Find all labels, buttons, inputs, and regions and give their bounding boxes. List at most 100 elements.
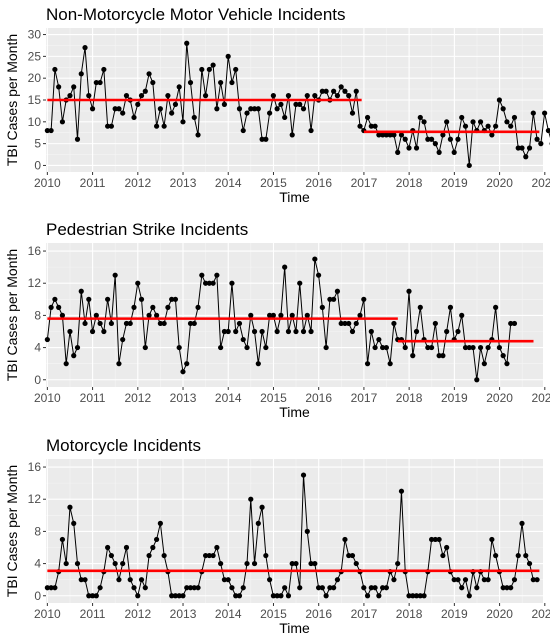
x-tick-label: 2019 xyxy=(441,176,468,190)
data-point xyxy=(74,560,81,567)
data-point xyxy=(349,110,356,116)
data-point xyxy=(63,361,69,367)
data-point xyxy=(218,344,224,351)
y-axis-title: TBI Cases per Month xyxy=(4,34,20,166)
data-point xyxy=(236,593,243,599)
data-point xyxy=(169,593,175,599)
data-point xyxy=(263,344,269,351)
data-point xyxy=(387,361,393,367)
data-point xyxy=(71,520,77,526)
chart-title: Non-Motorcycle Motor Vehicle Incidents xyxy=(46,5,346,24)
data-point xyxy=(481,361,487,367)
data-point xyxy=(331,585,337,591)
data-point xyxy=(59,312,66,318)
data-point xyxy=(195,132,201,138)
data-point xyxy=(477,119,484,125)
data-point xyxy=(508,123,514,129)
x-tick-label: 2021 xyxy=(531,607,550,621)
x-axis-title: Time xyxy=(279,189,310,205)
data-point xyxy=(206,66,212,73)
data-point xyxy=(56,304,62,310)
data-point xyxy=(440,552,446,559)
data-point xyxy=(48,304,54,310)
data-point xyxy=(180,119,186,125)
data-point xyxy=(221,101,228,107)
data-point xyxy=(455,577,461,583)
data-point xyxy=(398,132,405,138)
data-point xyxy=(101,66,107,73)
data-point xyxy=(383,344,389,351)
data-point xyxy=(240,336,246,343)
data-point xyxy=(515,145,521,151)
data-point xyxy=(199,66,205,73)
data-point xyxy=(357,123,363,129)
data-point xyxy=(500,353,506,359)
data-point xyxy=(210,280,216,286)
data-point xyxy=(172,296,179,302)
y-tick-label: 8 xyxy=(34,524,41,538)
x-tick-label: 2014 xyxy=(215,176,242,190)
data-point xyxy=(485,344,491,351)
data-point xyxy=(466,593,472,599)
data-point xyxy=(116,577,122,583)
chart-panel-2: 0 4 8 12 16 2010 2011 2012 2013 2014 2015 2016 2017 2… xyxy=(4,220,550,420)
data-point xyxy=(368,585,374,591)
data-point xyxy=(184,361,190,367)
x-tick-label: 2016 xyxy=(305,176,332,190)
data-point xyxy=(440,353,446,359)
data-point xyxy=(436,149,442,155)
data-point xyxy=(349,328,356,335)
data-point xyxy=(135,593,141,599)
data-point xyxy=(255,106,261,112)
x-tick-label: 2017 xyxy=(351,391,378,405)
data-point xyxy=(154,123,160,129)
data-point xyxy=(131,304,137,310)
data-point xyxy=(44,127,50,134)
data-point xyxy=(346,552,352,559)
data-point xyxy=(323,88,329,94)
data-point xyxy=(229,585,235,591)
data-point xyxy=(308,560,314,567)
data-point xyxy=(342,320,348,327)
data-point xyxy=(402,344,408,351)
data-point xyxy=(150,544,156,551)
y-tick-label: 20 xyxy=(28,71,42,85)
y-tick-label: 5 xyxy=(34,137,41,151)
data-point xyxy=(515,552,521,559)
y-tick-label: 16 xyxy=(28,244,42,258)
data-point xyxy=(444,544,450,551)
data-point xyxy=(323,344,329,351)
data-point xyxy=(233,593,239,599)
x-tick-label: 2010 xyxy=(34,607,61,621)
x-tick-label: 2011 xyxy=(80,391,106,405)
data-point xyxy=(417,593,423,599)
data-point xyxy=(489,132,495,138)
data-point xyxy=(534,136,540,142)
data-point xyxy=(293,560,299,567)
data-point xyxy=(184,585,190,591)
x-tick-label: 2021 xyxy=(531,391,550,405)
x-tick-label: 2016 xyxy=(305,391,332,405)
x-tick-label: 2017 xyxy=(351,607,378,621)
data-point xyxy=(240,585,246,591)
data-point xyxy=(248,496,254,502)
y-tick-label: 10 xyxy=(28,115,42,129)
data-point xyxy=(402,136,408,142)
data-point xyxy=(304,312,310,318)
data-point xyxy=(135,280,141,286)
data-point xyxy=(338,320,344,327)
x-tick-label: 2013 xyxy=(170,607,197,621)
data-point xyxy=(413,145,420,151)
data-point xyxy=(210,62,216,68)
data-point xyxy=(214,544,220,551)
x-tick-label: 2021 xyxy=(531,176,550,190)
data-point xyxy=(52,585,58,591)
data-point xyxy=(432,536,438,543)
data-point xyxy=(334,288,341,294)
y-tick-label: 0 xyxy=(34,589,41,603)
x-tick-label: 2014 xyxy=(215,391,242,405)
data-point xyxy=(349,552,356,559)
data-point xyxy=(380,344,386,351)
data-point xyxy=(459,312,465,318)
